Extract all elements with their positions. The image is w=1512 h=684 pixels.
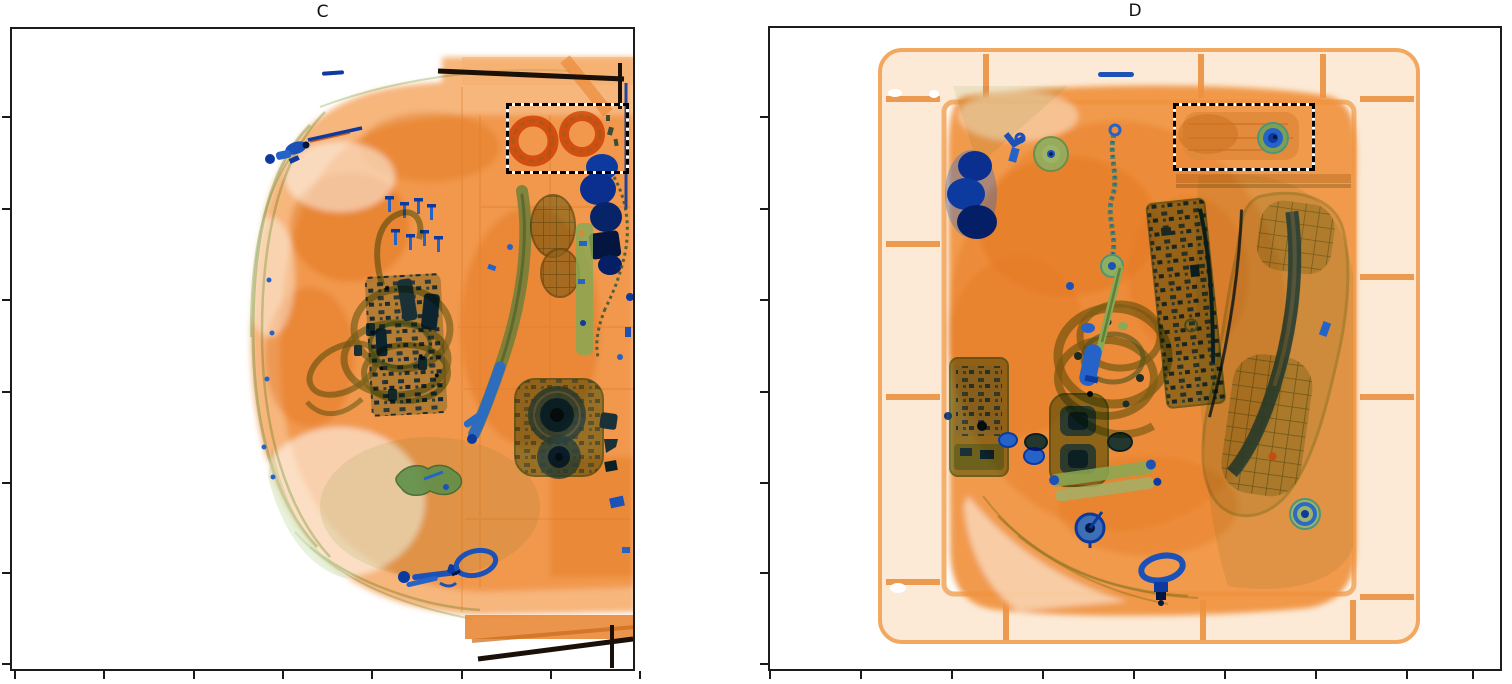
x-axis-tick	[14, 671, 16, 679]
y-axis-tick	[2, 299, 10, 301]
crumpled-object-c	[395, 464, 463, 496]
grid-pods-c	[530, 194, 580, 298]
annotation-dotted-outline	[1173, 103, 1315, 171]
green-disc-d	[1033, 136, 1069, 172]
y-axis-tick	[760, 116, 768, 118]
blue-dash-c	[322, 70, 344, 76]
x-axis-tick	[1315, 671, 1317, 679]
y-axis-tick	[2, 663, 10, 665]
threat-annotation-box	[506, 103, 629, 174]
camera-device-d	[1024, 393, 1133, 487]
phone-device-d	[944, 357, 1009, 477]
keychain-c	[265, 126, 363, 164]
metal-blob-cluster-d	[945, 150, 997, 239]
y-axis-tick	[760, 391, 768, 393]
x-axis-tick	[1406, 671, 1408, 679]
y-axis-tick	[2, 572, 10, 574]
x-axis-tick	[1042, 671, 1044, 679]
y-axis-tick	[760, 482, 768, 484]
screws-c	[385, 196, 443, 252]
dough-rings-c	[507, 111, 619, 167]
taped-roll-d	[1178, 112, 1299, 160]
x-axis-tick	[639, 671, 641, 679]
x-axis-tick	[193, 671, 195, 679]
panel-c-title: C	[316, 2, 329, 22]
conveyor-edges-c	[437, 55, 635, 668]
x-axis-tick	[1133, 671, 1135, 679]
x-axis-tick	[860, 671, 862, 679]
clamp-tool-d	[1003, 132, 1026, 163]
xray-scan-d	[878, 48, 1420, 644]
threat-annotation-box	[1173, 103, 1315, 171]
y-axis-tick	[2, 482, 10, 484]
shoe-d	[1201, 191, 1350, 518]
annotation-dotted-outline	[506, 103, 629, 174]
y-axis-tick	[760, 299, 768, 301]
cable-coil-c	[305, 209, 454, 417]
pull-ring-d	[1138, 552, 1186, 606]
x-axis-tick	[103, 671, 105, 679]
target-disc-d	[1289, 498, 1321, 530]
olive-strip-c	[576, 223, 593, 355]
x-axis-tick	[550, 671, 552, 679]
blue-dash-d	[1098, 72, 1134, 77]
y-axis-tick	[2, 116, 10, 118]
cord-loop-c	[451, 547, 499, 579]
xray-panel-c: C	[2, 2, 641, 679]
x-axis-tick	[461, 671, 463, 679]
spinning-top-d	[1074, 511, 1106, 548]
coins-d	[998, 282, 1128, 465]
panel-d-title: D	[1128, 1, 1142, 21]
y-axis-tick	[760, 208, 768, 210]
y-axis-tick	[2, 391, 10, 393]
power-tool-c	[514, 378, 618, 479]
small-metal-bit-d	[1318, 321, 1332, 337]
x-axis-tick	[282, 671, 284, 679]
x-axis-tick	[1472, 671, 1474, 679]
y-axis-tick	[760, 663, 768, 665]
olive-sticks-d	[1049, 459, 1162, 502]
bag-green-shell-c	[249, 68, 571, 620]
scattered-metal-bits-c	[261, 244, 634, 553]
y-axis-tick	[2, 208, 10, 210]
x-axis-tick	[951, 671, 953, 679]
x-axis-tick	[1224, 671, 1226, 679]
xray-panel-d: D	[760, 1, 1502, 679]
screwdriver-d	[1079, 264, 1124, 386]
x-axis-tick	[769, 671, 771, 679]
x-axis-tick	[371, 671, 373, 679]
xray-scan-c	[245, 55, 635, 668]
y-axis-tick	[760, 572, 768, 574]
